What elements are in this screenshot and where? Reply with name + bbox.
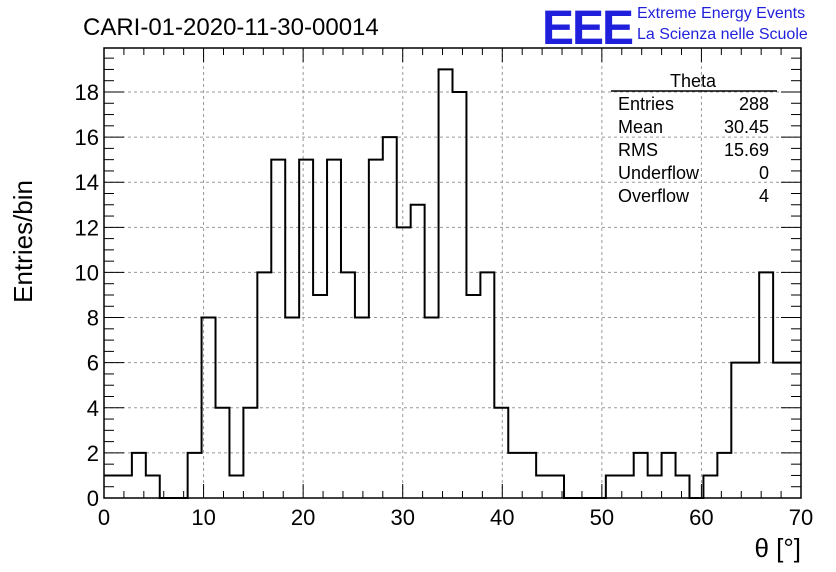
- chart-title: CARI-01-2020-11-30-00014: [83, 14, 379, 41]
- axis-ticks: [103, 48, 802, 499]
- y-tick-label: 18: [75, 80, 99, 105]
- stats-row-label: Entries: [618, 94, 674, 114]
- x-axis-label: θ [°]: [754, 533, 801, 563]
- y-tick-label: 4: [87, 396, 99, 421]
- histogram-step-line: [104, 68, 801, 499]
- y-tick-label: 8: [87, 306, 99, 331]
- x-tick-label: 50: [590, 505, 614, 530]
- x-tick-label: 0: [98, 505, 110, 530]
- stats-row-label: Mean: [618, 117, 663, 137]
- x-tick-label: 10: [191, 505, 215, 530]
- stats-rows: Entries 288 Mean 30.45 RMS 15.69 Underflow 0 Ove…: [618, 94, 769, 206]
- plot-frame: [103, 47, 802, 499]
- stats-row-label: RMS: [618, 140, 658, 160]
- y-tick-label: 6: [87, 351, 99, 376]
- eee-logo-mark: EEE: [542, 2, 633, 55]
- x-tick-label: 70: [789, 505, 813, 530]
- y-tick-label: 2: [87, 441, 99, 466]
- y-tick-label: 12: [75, 215, 99, 240]
- x-tick-label: 20: [291, 505, 315, 530]
- y-tick-label: 16: [75, 125, 99, 150]
- y-axis-label: Entries/bin: [8, 180, 38, 303]
- y-tick-labels: 0 2 4 6 8 10 12 14 16 18: [75, 80, 99, 511]
- logo-line-2: La Scienza nelle Scuole: [637, 26, 808, 43]
- y-tick-label: 0: [87, 486, 99, 511]
- stats-row-value: 30.45: [724, 117, 769, 137]
- logo-line-1: Extreme Energy Events: [637, 5, 805, 22]
- x-tick-label: 60: [689, 505, 713, 530]
- x-tick-labels: 0 10 20 30 40 50 60 70: [98, 505, 813, 530]
- stats-box: Theta Entries 288 Mean 30.45 RMS 15.69 Underfl…: [611, 71, 777, 206]
- stats-row-value: 15.69: [724, 140, 769, 160]
- stats-row-value: 4: [759, 186, 769, 206]
- stats-row-value: 0: [759, 163, 769, 183]
- stats-row-label: Overflow: [618, 186, 690, 206]
- grid-lines: [104, 48, 801, 498]
- eee-logo: EEE Extreme Energy Events La Scienza nel…: [542, 2, 808, 55]
- x-tick-label: 40: [490, 505, 514, 530]
- stats-row-label: Underflow: [618, 163, 700, 183]
- y-tick-label: 10: [75, 260, 99, 285]
- y-tick-label: 14: [75, 170, 99, 195]
- stats-row-value: 288: [739, 94, 769, 114]
- x-tick-label: 30: [390, 505, 414, 530]
- stats-title: Theta: [670, 71, 717, 91]
